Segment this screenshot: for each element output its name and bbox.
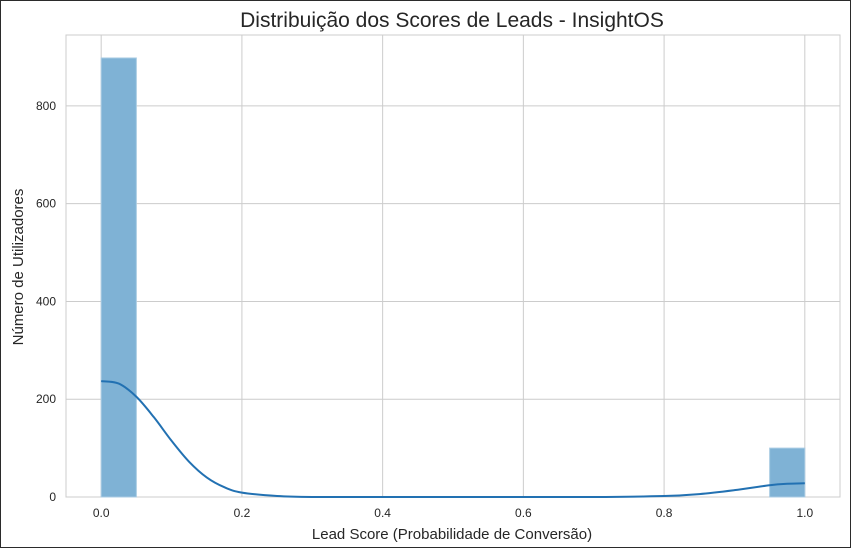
y-axis-label: Número de Utilizadores bbox=[10, 189, 27, 346]
chart-title: Distribuição dos Scores de Leads - Insig… bbox=[240, 9, 664, 32]
y-axis-ticks: 0 200 400 600 800 bbox=[36, 99, 56, 504]
x-tick-label: 0.8 bbox=[656, 506, 673, 520]
histogram-bars bbox=[100, 57, 806, 498]
x-tick-label: 1.0 bbox=[796, 506, 813, 520]
y-tick-label: 200 bbox=[36, 392, 56, 406]
x-tick-label: 0.2 bbox=[234, 506, 251, 520]
histogram-bar bbox=[100, 57, 137, 498]
histogram-bar bbox=[769, 447, 806, 498]
x-tick-label: 0.0 bbox=[93, 506, 110, 520]
x-tick-label: 0.6 bbox=[515, 506, 532, 520]
x-axis-label: Lead Score (Probabilidade de Conversão) bbox=[312, 526, 592, 543]
y-tick-label: 0 bbox=[49, 490, 56, 504]
y-tick-label: 800 bbox=[36, 99, 56, 113]
x-tick-label: 0.4 bbox=[374, 506, 391, 520]
x-axis-ticks: 0.0 0.2 0.4 0.6 0.8 1.0 bbox=[93, 506, 814, 520]
kde-curve bbox=[101, 380, 805, 499]
y-tick-label: 600 bbox=[36, 197, 56, 211]
y-tick-label: 400 bbox=[36, 294, 56, 308]
plot-area bbox=[65, 34, 841, 498]
